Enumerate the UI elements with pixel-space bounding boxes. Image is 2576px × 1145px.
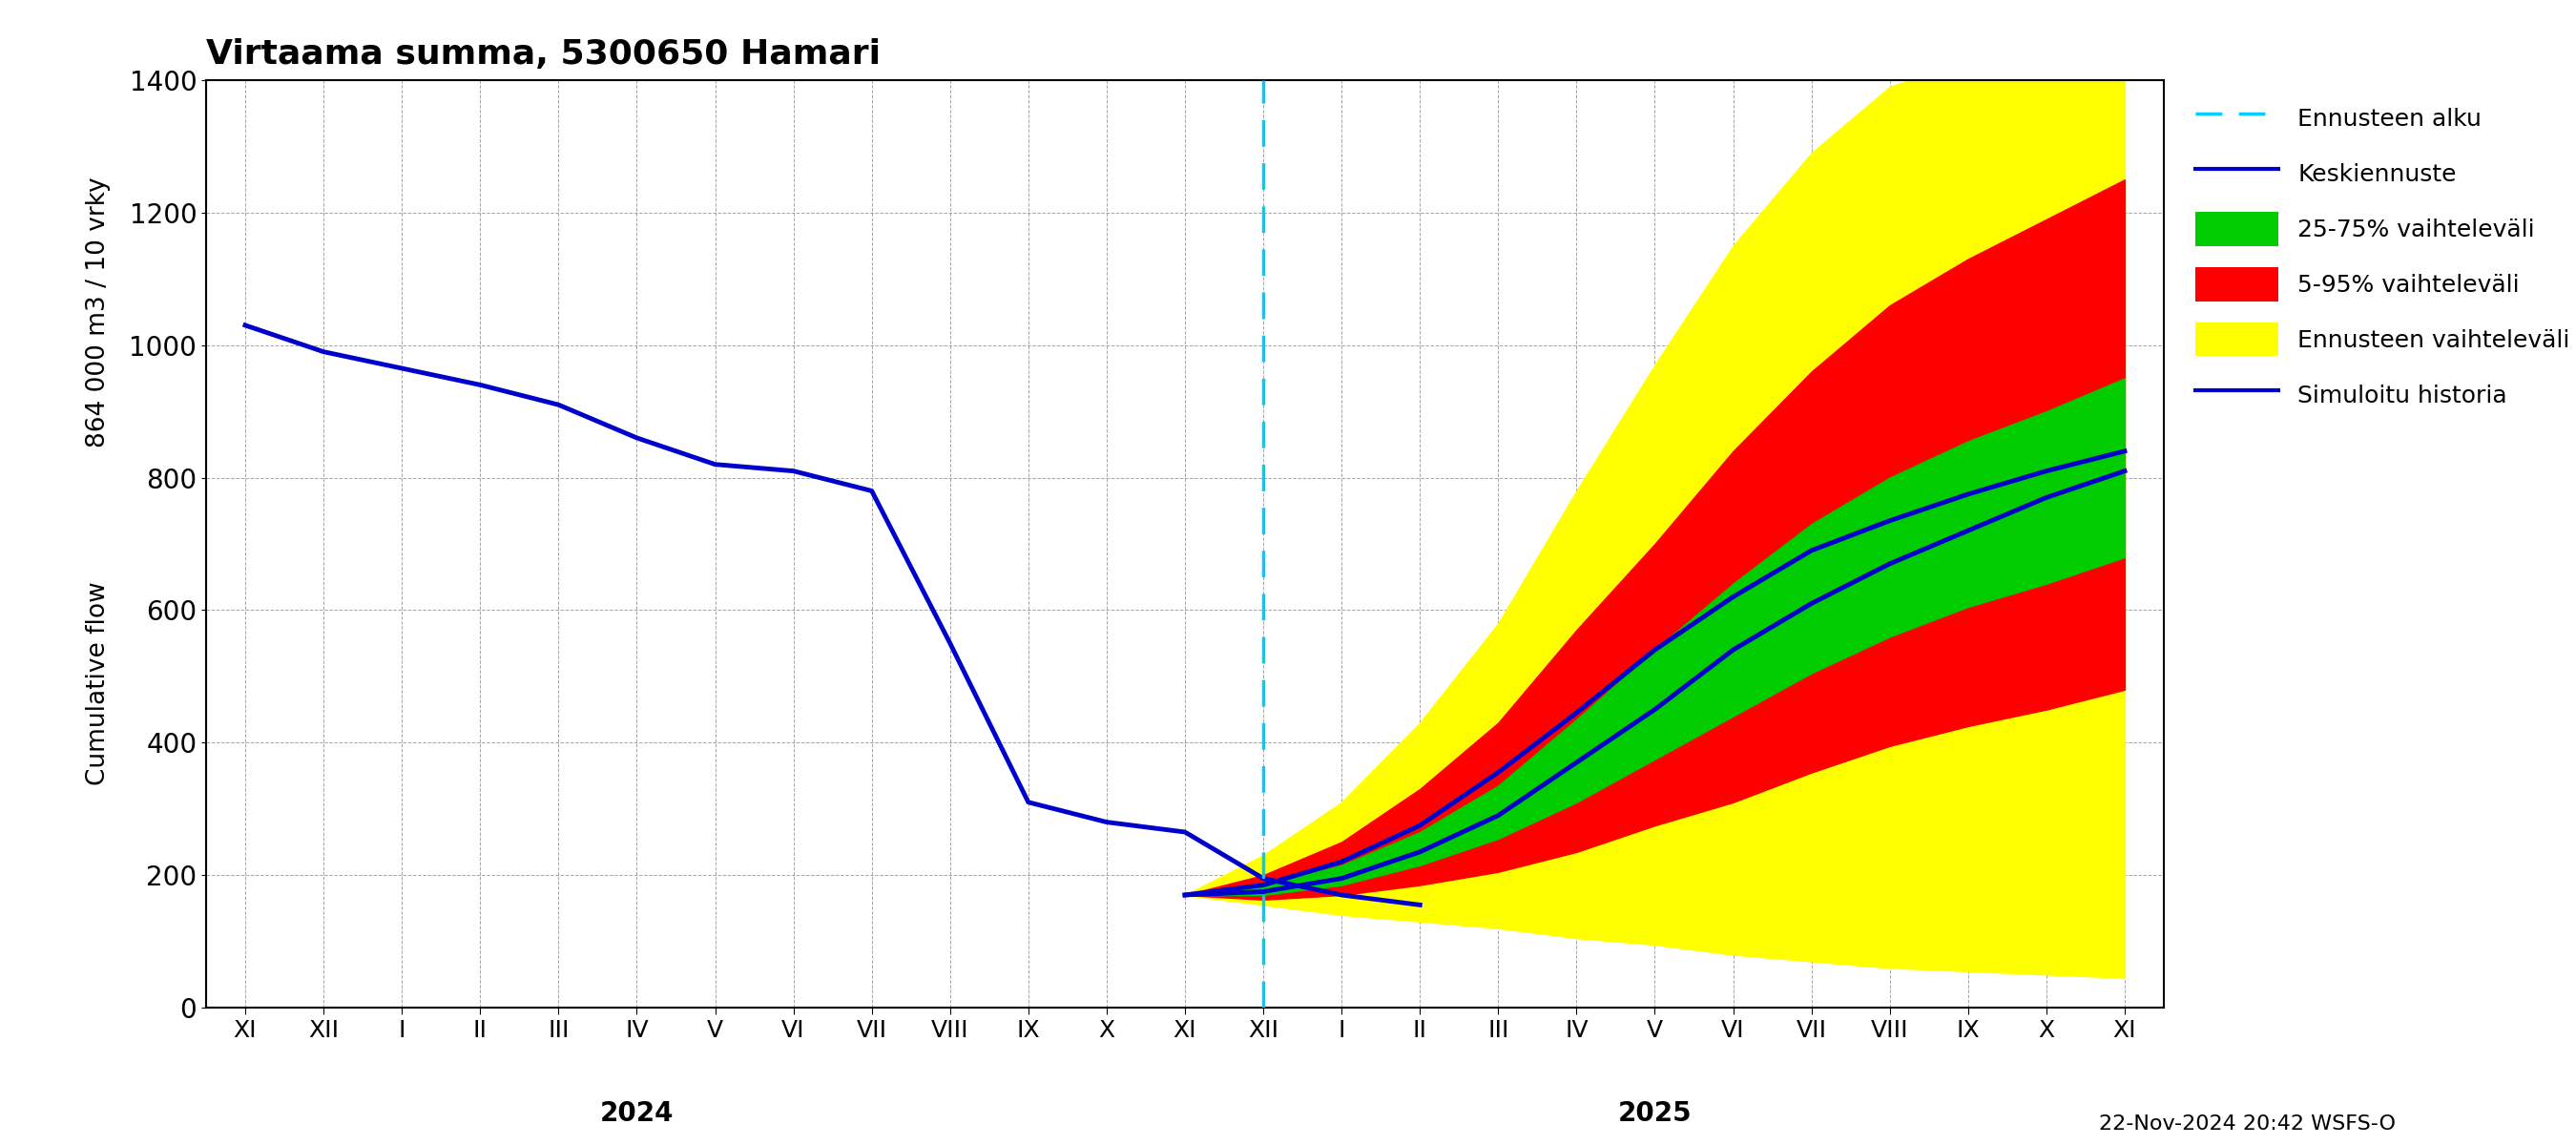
Text: Virtaama summa, 5300650 Hamari: Virtaama summa, 5300650 Hamari: [206, 39, 881, 71]
Text: 864 000 m3 / 10 vrky: 864 000 m3 / 10 vrky: [85, 176, 111, 448]
Legend: Ennusteen alku, Keskiennuste, 25-75% vaihteleväli, 5-95% vaihteleväli, Ennusteen: Ennusteen alku, Keskiennuste, 25-75% vai…: [2184, 92, 2576, 421]
Text: 22-Nov-2024 20:42 WSFS-O: 22-Nov-2024 20:42 WSFS-O: [2099, 1114, 2396, 1134]
Text: 2024: 2024: [600, 1100, 675, 1127]
Text: 2025: 2025: [1618, 1100, 1692, 1127]
Text: Cumulative flow: Cumulative flow: [85, 581, 111, 785]
